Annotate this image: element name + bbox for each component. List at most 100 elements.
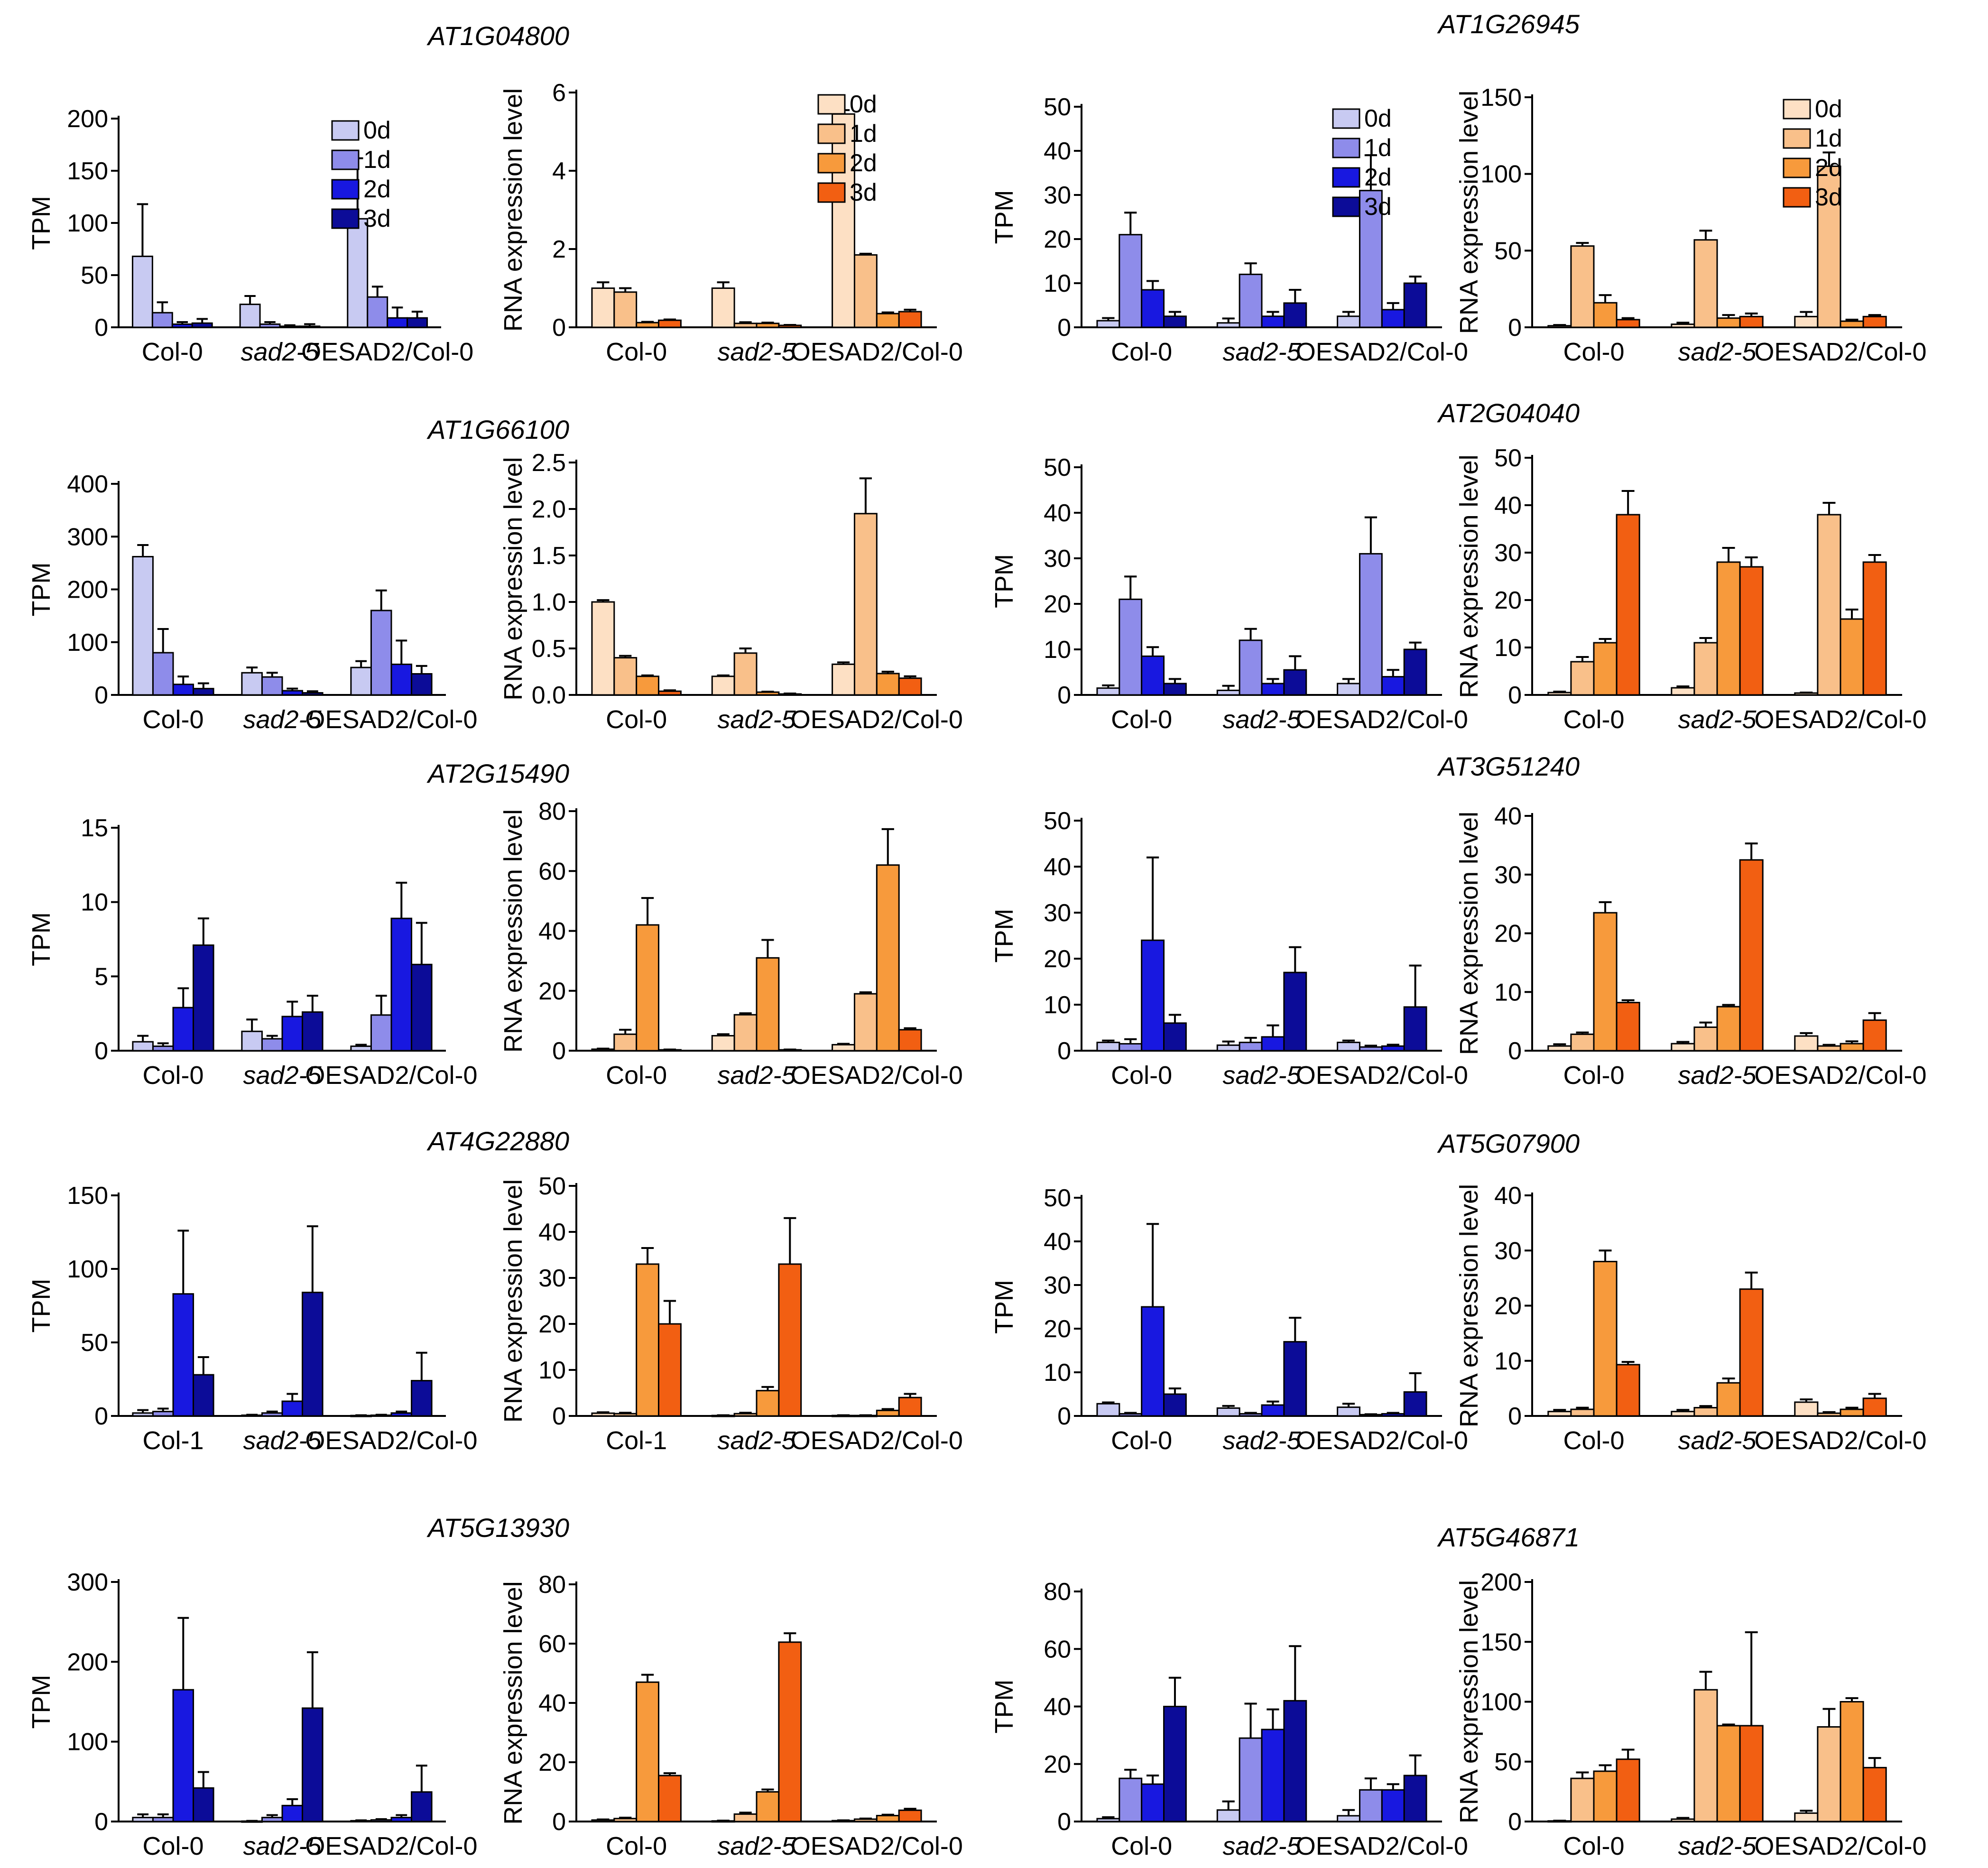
bar-1d-sad2-5 [261, 1038, 283, 1052]
panel-5: AT1G66100 0 100 200 300 400 TPM Col-0 sad2-5OESA… [27, 415, 569, 734]
bar-2d-Col-0 [1593, 912, 1618, 1052]
bar-2d-Col-0 [172, 684, 194, 696]
y-tick-label: 50 [81, 1329, 108, 1357]
legend-label: 3d [1364, 193, 1392, 221]
bar-2d-OESAD2/Col-0 [876, 1815, 900, 1822]
bar-2d-OESAD2/Col-0 [1840, 1701, 1864, 1822]
legend-swatch-2d [331, 179, 360, 200]
x-tick-label: sad2-5 [1678, 1832, 1757, 1860]
gene-title: AT2G15490 [426, 758, 569, 788]
y-axis-label: RNA expression level [499, 809, 527, 1053]
y-axis-label: RNA expression level [499, 457, 527, 700]
bar-2d-Col-0 [171, 323, 193, 328]
y-axis-label: RNA expression level [1455, 1184, 1483, 1427]
y-tick-label: 60 [538, 1630, 566, 1658]
bar-3d-sad2-5 [778, 1641, 802, 1822]
bar-3d-sad2-5 [302, 1292, 324, 1417]
x-tick-label: Col-0 [142, 705, 203, 734]
y-tick-label: 0 [1508, 314, 1522, 342]
bar-2d-OESAD2/Col-0 [390, 663, 413, 696]
y-tick-label: 50 [1044, 454, 1071, 481]
bar-3d-OESAD2/Col-0 [1862, 1397, 1887, 1417]
bar-0d-OESAD2/Col-0 [350, 1045, 372, 1052]
bar-3d-Col-0 [658, 319, 682, 328]
bar-0d-OESAD2/Col-0 [1337, 1042, 1360, 1052]
x-tick-label: OESAD2/Col-0 [1296, 705, 1468, 734]
y-tick-label: 0 [1508, 1808, 1522, 1836]
legend-label: 1d [850, 120, 877, 148]
y-tick-label: 0 [1057, 682, 1071, 709]
x-tick-label: OESAD2/Col-0 [791, 705, 963, 734]
x-tick-label: Col-0 [606, 338, 667, 366]
bar-0d-sad2-5 [1671, 1818, 1695, 1822]
bar-1d-OESAD2/Col-0 [1817, 1412, 1841, 1417]
x-tick-label: sad2-5 [717, 338, 796, 366]
legend-swatch-1d [1783, 128, 1811, 149]
x-tick-label: sad2-5 [243, 1061, 322, 1090]
y-tick-label: 0 [1508, 1037, 1522, 1065]
bar-2d-sad2-5 [1261, 1036, 1285, 1052]
bar-0d-Col-0 [1096, 1042, 1120, 1052]
bar-2d-OESAD2/Col-0 [1840, 1043, 1864, 1052]
legend-label: 1d [1364, 134, 1392, 162]
bar-2d-sad2-5 [1261, 683, 1285, 696]
bar-2d-Col-0 [636, 675, 660, 696]
bar-2d-Col-0 [1141, 1306, 1165, 1417]
bar-0d-sad2-5 [1216, 1407, 1240, 1417]
bar-3d-sad2-5 [302, 1707, 324, 1822]
bar-0d-sad2-5 [1671, 1411, 1695, 1417]
x-tick-label: OESAD2/Col-0 [305, 1832, 477, 1860]
x-tick-label: Col-0 [1563, 705, 1624, 734]
bar-3d-OESAD2/Col-0 [411, 1791, 433, 1822]
bar-0d-Col-0 [1547, 325, 1572, 328]
bar-2d-OESAD2/Col-0 [876, 864, 900, 1052]
y-tick-label: 10 [1044, 991, 1071, 1019]
bar-3d-Col-1 [193, 1374, 214, 1417]
bar-0d-Col-1 [132, 1412, 154, 1417]
bar-0d-OESAD2/Col-0 [832, 113, 855, 328]
x-tick-label: Col-0 [606, 1832, 667, 1860]
bar-2d-OESAD2/Col-0 [1381, 676, 1405, 696]
bar-0d-Col-0 [131, 255, 153, 328]
bar-2d-sad2-5 [1261, 1404, 1285, 1417]
y-tick-label: 50 [1494, 237, 1522, 265]
bar-2d-sad2-5 [281, 1804, 304, 1822]
y-tick-label: 20 [1044, 226, 1071, 253]
y-tick-label: 0 [552, 1403, 566, 1430]
bar-1d-Col-0 [613, 291, 638, 328]
bar-1d-OESAD2/Col-0 [1359, 1046, 1383, 1052]
x-tick-label: OESAD2/Col-0 [791, 1426, 963, 1455]
y-tick-label: 0 [94, 314, 108, 342]
y-tick-label: 20 [538, 1749, 566, 1776]
y-tick-label: 40 [1044, 1228, 1071, 1256]
bar-0d-Col-0 [1547, 1045, 1572, 1052]
bar-2d-OESAD2/Col-0 [1840, 320, 1864, 328]
bar-2d-sad2-5 [1261, 315, 1285, 328]
y-tick-label: 40 [1044, 853, 1071, 881]
bar-2d-sad2-5 [281, 1016, 304, 1052]
x-tick-label: Col-0 [606, 1061, 667, 1090]
bar-1d-Col-0 [152, 652, 174, 696]
y-tick-label: 80 [1044, 1578, 1071, 1606]
bar-0d-sad2-5 [711, 1035, 735, 1052]
y-tick-label: 150 [67, 1182, 108, 1210]
bar-0d-Col-0 [591, 601, 615, 696]
legend-label: 2d [850, 149, 877, 177]
y-axis-label: TPM [27, 912, 55, 966]
y-tick-label: 0 [552, 1037, 566, 1065]
y-axis-label: RNA expression level [499, 1179, 527, 1423]
bar-0d-OESAD2/Col-0 [1337, 683, 1360, 696]
y-axis-label: TPM [990, 190, 1018, 244]
y-tick-label: 400 [67, 471, 108, 498]
y-tick-label: 50 [1044, 807, 1071, 835]
bar-1d-OESAD2/Col-0 [853, 993, 878, 1052]
x-tick-label: Col-0 [142, 1061, 203, 1090]
y-tick-label: 0 [1508, 1403, 1522, 1430]
y-tick-label: 200 [67, 105, 108, 133]
bar-1d-sad2-5 [733, 1014, 758, 1052]
legend-swatch-1d [817, 123, 846, 144]
legend-label: 0d [1815, 95, 1842, 123]
bar-0d-Col-0 [1096, 320, 1120, 328]
x-tick-label: OESAD2/Col-0 [1296, 338, 1468, 366]
